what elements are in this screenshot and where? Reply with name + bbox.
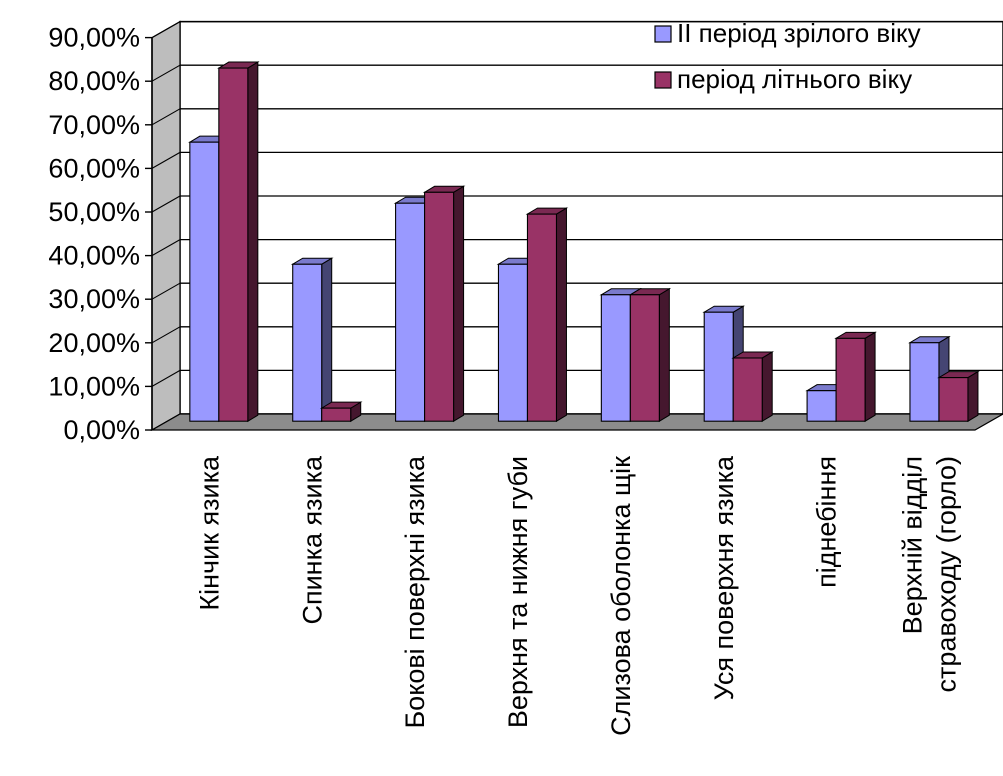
x-tick-label: стравоходу (горло)	[932, 456, 962, 692]
x-tick-label: Кінчик язика	[194, 455, 224, 611]
bar-front	[497, 263, 529, 422]
y-axis: 0,00% 10,00% 20,00% 30,00% 40,00% 50,00% 60,00…	[48, 23, 153, 445]
bar-side	[555, 207, 567, 423]
bar-side	[321, 257, 333, 423]
bar	[525, 207, 569, 423]
bar-side	[761, 351, 773, 423]
legend-swatch	[654, 25, 672, 43]
bar-front	[321, 407, 352, 422]
bar	[422, 185, 466, 423]
bar-side	[453, 185, 465, 423]
y-tick-label: 50,00%	[48, 197, 140, 227]
x-tick-label: Уся поверхня язика	[709, 455, 739, 700]
bar	[290, 257, 334, 423]
x-tick-label: Верхній відділ	[898, 456, 928, 634]
x-tick-label: Верхня та нижня губи	[503, 456, 533, 728]
x-axis-labels: Кінчик язика Спинка язика Бокові поверхні …	[194, 455, 961, 736]
x-tick-label: Слизова оболонка щік	[606, 456, 636, 736]
bar	[217, 61, 260, 423]
bar-front	[732, 357, 763, 422]
bar-front	[600, 294, 631, 422]
bar-front	[909, 342, 940, 422]
y-tick-label: 20,00%	[48, 328, 140, 358]
gridline-side	[151, 195, 181, 213]
floor-plane	[149, 413, 1003, 431]
bar-side	[658, 287, 670, 423]
side-wall	[151, 20, 181, 432]
legend: ІІ період зрілого віку період літнього ві…	[654, 18, 921, 94]
gridline-side	[151, 369, 181, 387]
y-tick-label: 80,00%	[48, 66, 140, 96]
bar-front	[938, 377, 969, 422]
bar-front	[189, 141, 220, 422]
y-tick-label: 10,00%	[48, 371, 140, 401]
y-tick-label: 40,00%	[48, 241, 140, 271]
bar-front	[292, 263, 323, 422]
bar-front	[835, 337, 866, 422]
bar-side	[247, 61, 259, 423]
y-tick-label: 0,00%	[63, 415, 140, 445]
floor	[149, 413, 1003, 431]
y-tick-label: 70,00%	[48, 110, 140, 140]
bar-side	[864, 331, 876, 423]
gridline-side	[151, 151, 181, 169]
bar-front	[526, 213, 558, 422]
bar-front	[424, 191, 455, 422]
legend-swatch	[654, 71, 672, 89]
legend-label: період літнього віку	[677, 64, 912, 94]
gridline-side	[151, 64, 181, 82]
x-tick-label: Бокові поверхні язика	[400, 455, 430, 729]
gridline-side	[151, 108, 181, 126]
gridline-side	[151, 282, 181, 300]
bar	[628, 287, 672, 423]
x-tick-label: піднебіння	[812, 456, 842, 588]
bar	[393, 196, 437, 423]
bar	[731, 351, 775, 423]
bar	[319, 401, 363, 423]
bars	[188, 61, 980, 423]
bar	[937, 370, 980, 423]
bar-front	[629, 294, 660, 422]
bar-front	[218, 67, 249, 422]
gridline-side	[151, 239, 181, 257]
bar-front	[703, 311, 734, 422]
bar	[834, 331, 877, 423]
y-tick-label: 30,00%	[48, 284, 140, 314]
bar-front	[806, 390, 837, 422]
y-tick-label: 60,00%	[48, 153, 140, 183]
x-tick-label: Спинка язика	[297, 455, 327, 625]
gridline-side	[151, 21, 181, 39]
gridline-side	[151, 326, 181, 344]
bar-front	[395, 202, 426, 422]
legend-label: ІІ період зрілого віку	[677, 18, 921, 48]
bar-side	[967, 370, 979, 423]
y-tick-label: 90,00%	[48, 23, 140, 53]
